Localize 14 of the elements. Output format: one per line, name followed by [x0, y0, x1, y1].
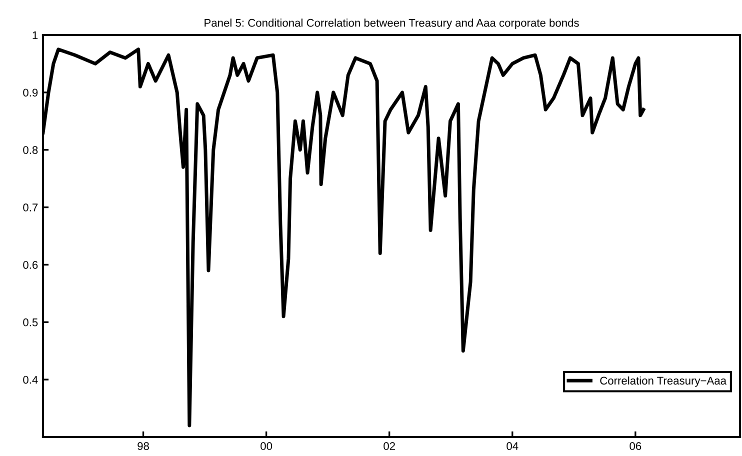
legend-label: Correlation Treasury−Aaa	[600, 376, 727, 387]
x-tick-label: 02	[384, 442, 395, 450]
y-tick-label: 0.5	[23, 318, 38, 326]
x-tick-label: 04	[506, 442, 518, 450]
y-tick-label: 0.4	[23, 376, 38, 384]
y-tick-label: 0.6	[23, 260, 38, 269]
y-tick-label: 1	[32, 31, 38, 40]
x-tick-label: 06	[630, 442, 642, 450]
chart-title: Panel 5: Conditional Correlation between Treasury and Aaa corporate bonds	[204, 18, 579, 29]
y-tick-label: 0.8	[23, 146, 38, 154]
x-tick-label: 98	[138, 442, 149, 450]
y-tick-label: 0.9	[23, 88, 38, 97]
y-tick-label: 0.7	[23, 204, 38, 212]
x-tick-label: 00	[260, 442, 272, 450]
